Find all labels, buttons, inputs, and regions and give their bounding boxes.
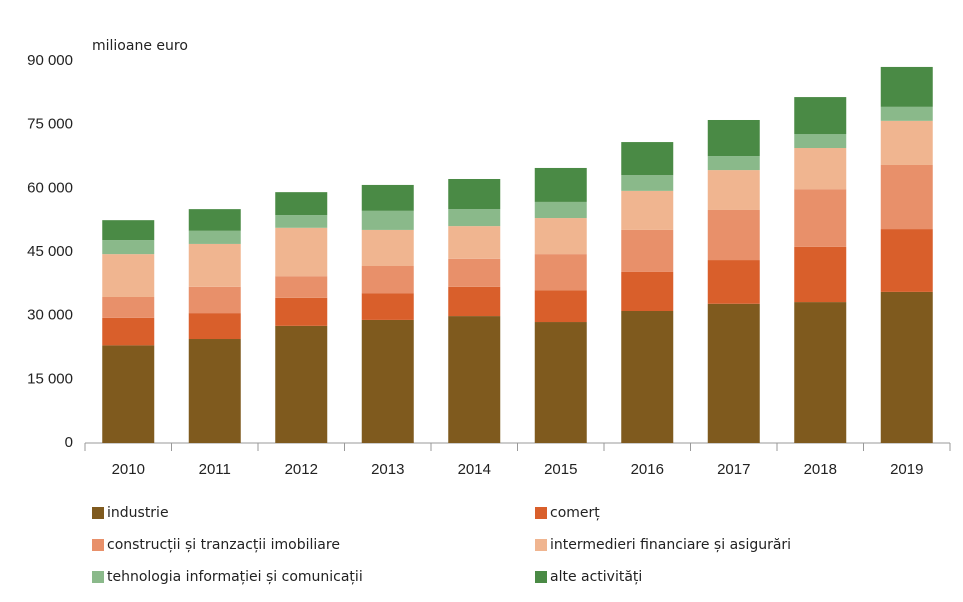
legend-swatch xyxy=(92,507,104,519)
legend-label: comerț xyxy=(550,505,600,521)
bar-segment xyxy=(188,230,241,244)
legend-swatch xyxy=(535,507,547,519)
bar-segment xyxy=(361,319,414,443)
x-tick-label: 2015 xyxy=(544,461,577,478)
y-tick-label: 15 000 xyxy=(27,370,73,387)
bar-segment xyxy=(102,254,155,297)
bar-segment xyxy=(448,316,501,443)
bar-segment xyxy=(448,258,501,287)
bar-segment xyxy=(707,170,760,210)
bar-segment xyxy=(621,229,674,272)
y-axis-unit: milioane euro xyxy=(92,38,188,54)
bar-segment xyxy=(275,227,328,277)
bar-segment xyxy=(448,209,501,227)
bar-segment xyxy=(707,303,760,443)
legend-label: industrie xyxy=(107,505,169,521)
y-tick-label: 60 000 xyxy=(27,179,73,196)
bar-segment xyxy=(534,290,587,323)
bar-segment xyxy=(794,189,847,247)
bar-segment xyxy=(534,201,587,219)
bar-segment xyxy=(534,254,587,291)
x-tick-label: 2012 xyxy=(285,461,318,478)
legend-label: alte activități xyxy=(550,569,642,585)
legend-swatch xyxy=(535,571,547,583)
x-tick-label: 2010 xyxy=(112,461,145,478)
legend-swatch xyxy=(92,539,104,551)
bar-segment xyxy=(707,260,760,304)
legend-label: intermedieri financiare și asigurări xyxy=(550,537,791,553)
bar-segment xyxy=(361,293,414,320)
bar-segment xyxy=(794,246,847,303)
bar-segment xyxy=(880,106,933,121)
bar-segment xyxy=(188,209,241,231)
bar-segment xyxy=(275,276,328,298)
bar-segment xyxy=(794,148,847,190)
bar-segment xyxy=(621,310,674,443)
y-tick-label: 0 xyxy=(65,434,73,451)
bar-segment xyxy=(188,313,241,340)
bar-segment xyxy=(880,66,933,107)
bar-segment xyxy=(275,325,328,443)
y-tick-label: 90 000 xyxy=(27,52,73,69)
bar-segment xyxy=(880,120,933,165)
bar-segment xyxy=(794,134,847,149)
bar-segment xyxy=(707,209,760,261)
bar-segment xyxy=(621,271,674,311)
bar-segment xyxy=(275,297,328,326)
bar-segment xyxy=(361,266,414,294)
bar-segment xyxy=(534,218,587,255)
bar-segment xyxy=(880,291,933,443)
bar-segment xyxy=(534,322,587,443)
x-tick-label: 2017 xyxy=(717,461,750,478)
legend-swatch xyxy=(535,539,547,551)
x-tick-label: 2019 xyxy=(890,461,923,478)
x-tick-label: 2011 xyxy=(199,461,231,478)
bar-segment xyxy=(188,286,241,314)
bar-segment xyxy=(102,317,155,346)
bar-segment xyxy=(707,156,760,171)
legend-swatch xyxy=(92,571,104,583)
bar-segment xyxy=(275,192,328,216)
bar-segment xyxy=(534,167,587,202)
bar-segment xyxy=(621,175,674,191)
bar-segment xyxy=(361,229,414,267)
legend-label: construcții și tranzacții imobiliare xyxy=(107,537,340,553)
bar-segment xyxy=(102,296,155,318)
x-tick-label: 2018 xyxy=(804,461,837,478)
x-tick-label: 2014 xyxy=(458,461,491,478)
bar-segment xyxy=(448,178,501,210)
bar-segment xyxy=(361,210,414,230)
y-tick-label: 45 000 xyxy=(27,243,73,260)
bar-segment xyxy=(361,184,414,211)
bar-segment xyxy=(102,220,155,241)
y-tick-label: 75 000 xyxy=(27,116,73,133)
bar-segment xyxy=(188,243,241,287)
bar-segment xyxy=(707,119,760,157)
bar-segment xyxy=(794,97,847,135)
bar-segment xyxy=(448,286,501,317)
bar-segment xyxy=(794,302,847,443)
bar-segment xyxy=(880,164,933,230)
x-tick-label: 2016 xyxy=(631,461,664,478)
bar-segment xyxy=(102,345,155,443)
bar-segment xyxy=(188,339,241,443)
bar-segment xyxy=(102,240,155,255)
x-tick-label: 2013 xyxy=(371,461,404,478)
bar-segment xyxy=(448,226,501,259)
bar-segment xyxy=(621,142,674,176)
legend-label: tehnologia informației și comunicații xyxy=(107,569,363,585)
bar-segment xyxy=(880,229,933,292)
y-tick-label: 30 000 xyxy=(27,307,73,324)
bar-segment xyxy=(275,215,328,228)
bar-segment xyxy=(621,190,674,230)
